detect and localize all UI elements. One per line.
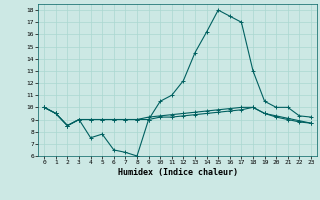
X-axis label: Humidex (Indice chaleur): Humidex (Indice chaleur) — [118, 168, 238, 177]
